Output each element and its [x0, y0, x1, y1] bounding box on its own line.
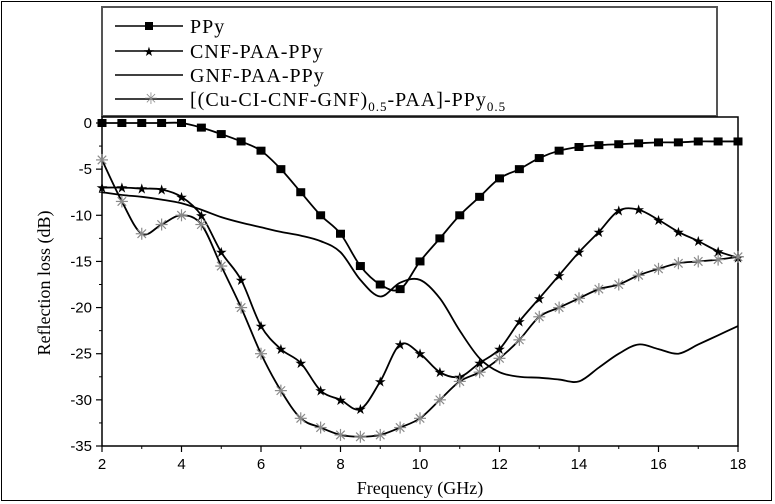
svg-text:★: ★ — [513, 315, 526, 330]
x-tick-label: 4 — [177, 456, 185, 473]
legend-item-gnf-paa-ppy: GNF-PAA-PPy — [115, 65, 325, 87]
x-axis-title: Frequency (GHz) — [357, 478, 483, 499]
x-tick-label: 18 — [730, 456, 747, 473]
x-tick-label: 12 — [491, 456, 508, 473]
square-marker-icon — [145, 22, 153, 30]
asterisk-marker-icon: ✳ — [144, 91, 157, 108]
plot-area — [101, 116, 739, 447]
star-marker-icon: ★ — [143, 44, 155, 59]
y-tick-label: -35 — [70, 438, 92, 455]
x-tick-label: 14 — [571, 456, 588, 473]
svg-text:★: ★ — [692, 235, 705, 250]
svg-text:★: ★ — [314, 385, 327, 400]
legend-label: CNF-PAA-PPy — [190, 41, 324, 63]
legend-label: PPy — [190, 16, 225, 38]
svg-text:★: ★ — [632, 204, 645, 219]
y-tick-label: -25 — [70, 346, 92, 363]
x-tick-label: 2 — [98, 456, 106, 473]
svg-text:★: ★ — [612, 205, 625, 220]
y-tick-label: -5 — [79, 161, 92, 178]
svg-text:★: ★ — [255, 320, 268, 335]
svg-text:★: ★ — [533, 292, 546, 307]
svg-text:★: ★ — [275, 343, 288, 358]
svg-text:★: ★ — [553, 269, 566, 284]
legend-label: [(Cu-CI-CNF-GNF)0.5-PAA]-PPy0.5 — [190, 89, 506, 114]
svg-text:★: ★ — [116, 182, 129, 197]
y-tick-label: 0 — [84, 115, 92, 132]
svg-text:★: ★ — [235, 274, 248, 289]
svg-text:★: ★ — [414, 348, 427, 363]
svg-text:★: ★ — [374, 375, 387, 390]
y-tick-label: -15 — [70, 253, 92, 270]
data-series: ★ ★ ★ ★ ★★★★★★★★★★★★★★ ★★★★★★★★★ ★★★★★ ★ — [96, 119, 744, 443]
svg-text:★: ★ — [394, 338, 407, 353]
svg-text:★: ★ — [652, 214, 665, 229]
legend: PPy ★ CNF-PAA-PPy GNF-PAA-PPy ✳ [(Cu-CI-… — [101, 6, 718, 117]
svg-text:★: ★ — [354, 403, 367, 418]
svg-text:★: ★ — [215, 246, 228, 261]
y-axis-title: Reflection loss (dB) — [34, 211, 55, 356]
legend-item-cu-ci-composite: ✳ [(Cu-CI-CNF-GNF)0.5-PAA]-PPy0.5 — [115, 89, 506, 114]
y-tick-label: -30 — [70, 392, 92, 409]
x-tick-label: 10 — [412, 456, 429, 473]
x-tick-label: 8 — [336, 456, 344, 473]
series--cu-ci-cnf-gnf-0-5-paa-ppy0-5 — [96, 153, 744, 443]
legend-label: GNF-PAA-PPy — [190, 65, 325, 87]
legend-item-cnf-paa-ppy: ★ CNF-PAA-PPy — [115, 41, 324, 63]
svg-text:★: ★ — [334, 394, 347, 409]
svg-text:★: ★ — [434, 366, 447, 381]
svg-text:★: ★ — [96, 182, 109, 197]
series-gnf-paa-ppy — [101, 191, 739, 383]
svg-text:★: ★ — [672, 226, 685, 241]
x-tick-label: 6 — [257, 456, 265, 473]
series-ppy — [97, 119, 743, 294]
y-tick-label: -20 — [70, 300, 92, 317]
legend-item-ppy: PPy — [115, 16, 225, 38]
y-tick-label: -10 — [70, 207, 92, 224]
axis-ticks: 2 4 6 8 10 12 14 16 18 0 -5 -10 -15 -20 -25 -30 -35 — [70, 115, 746, 473]
svg-text:★: ★ — [573, 246, 586, 261]
x-tick-label: 16 — [650, 456, 667, 473]
svg-text:★: ★ — [155, 183, 168, 198]
svg-text:★: ★ — [294, 357, 307, 372]
svg-text:★: ★ — [593, 226, 606, 241]
svg-text:★: ★ — [135, 183, 148, 198]
